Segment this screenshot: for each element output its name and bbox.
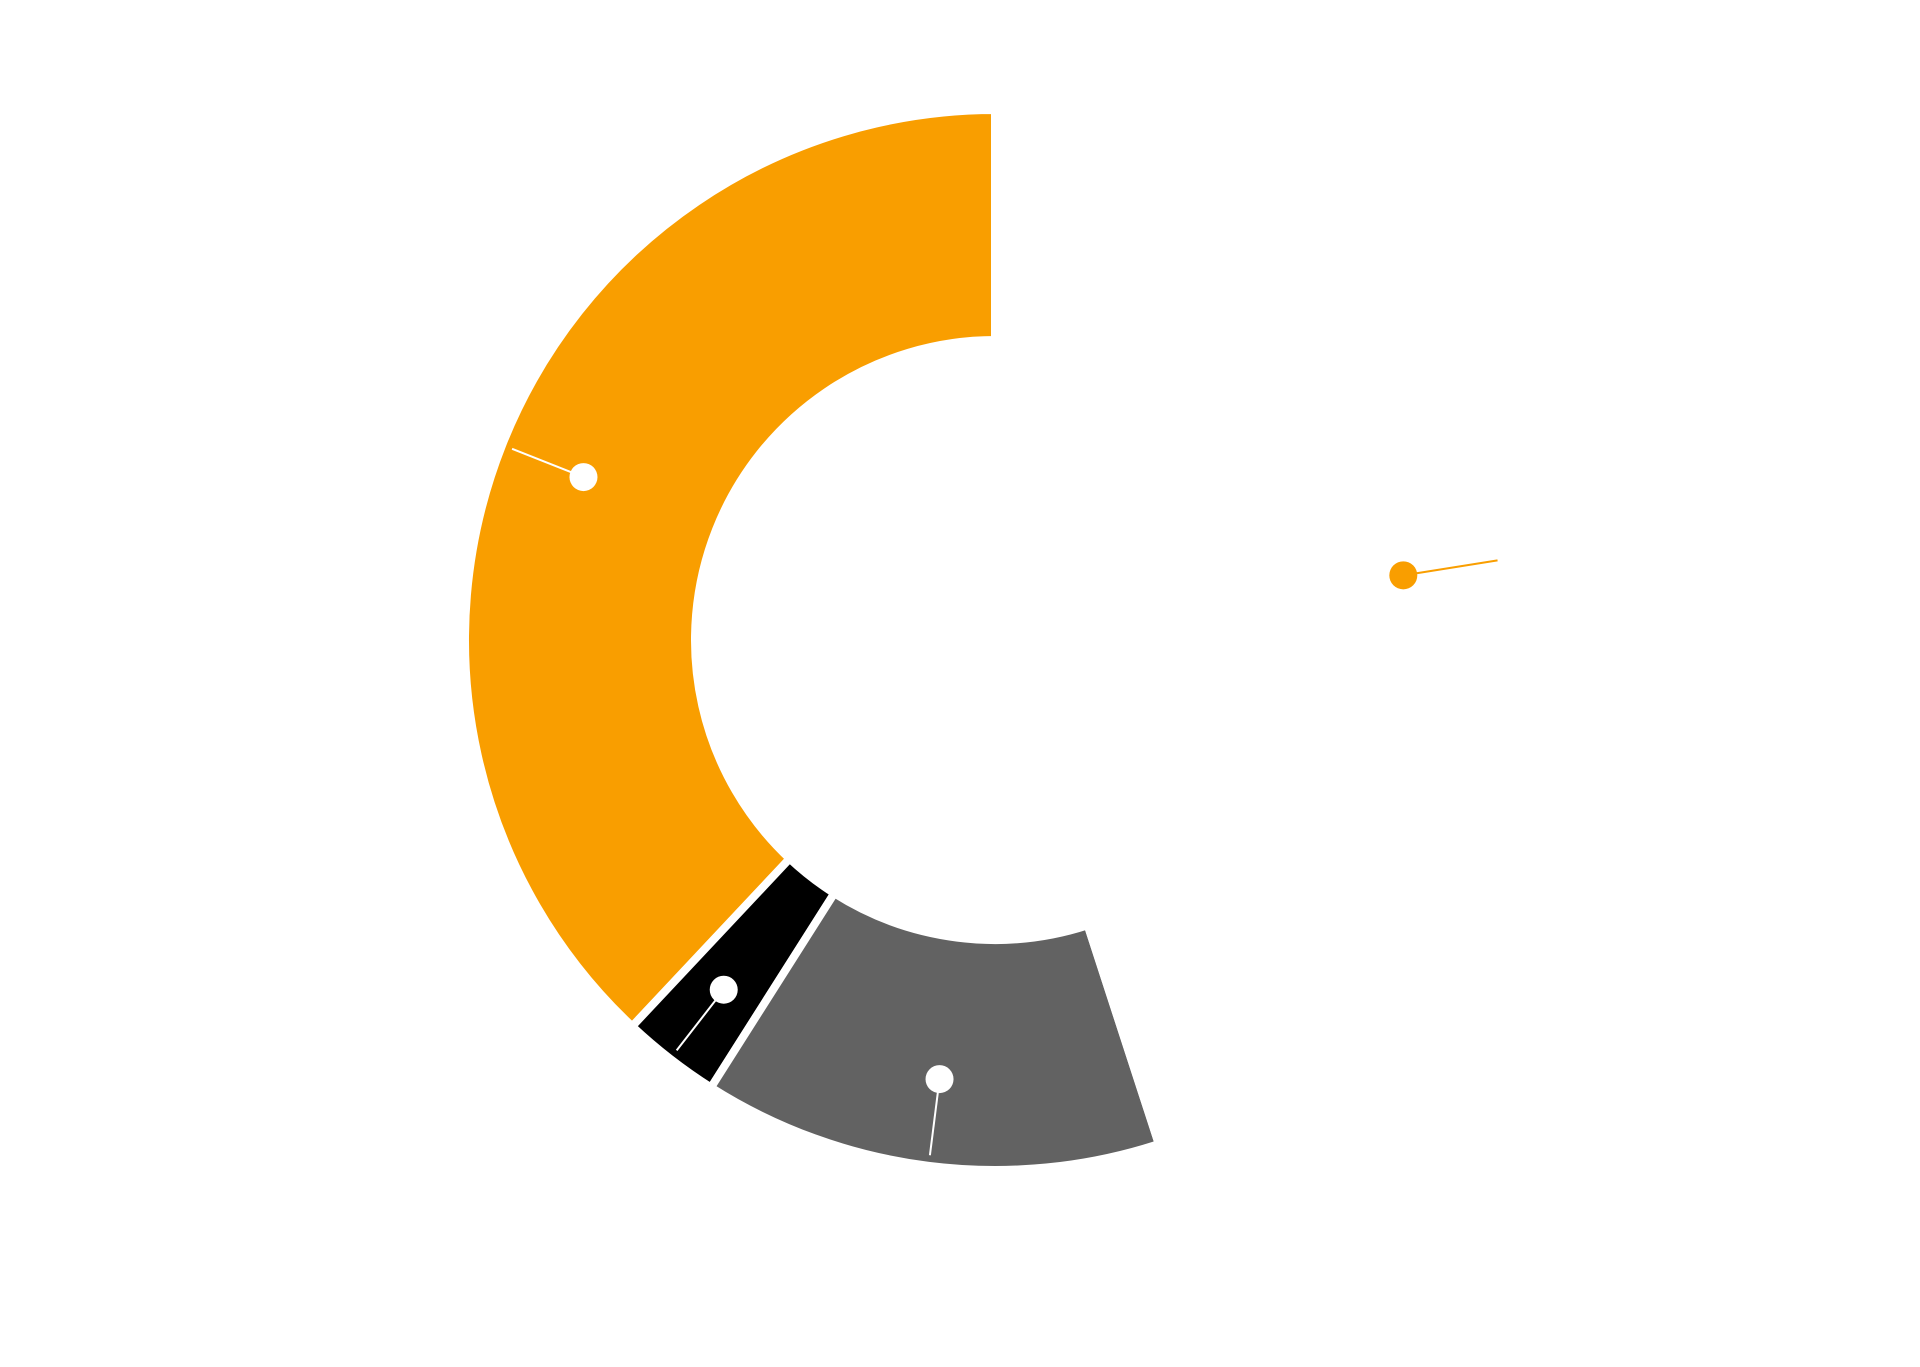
- callout-marker-1: [569, 463, 598, 492]
- slices-layer: [461, 105, 1529, 1174]
- callout-marker-3: [925, 1065, 954, 1094]
- donut-slice-4: [991, 105, 1529, 1150]
- donut-slice-1: [461, 105, 999, 1033]
- callout-line-4: [1403, 559, 1498, 577]
- callouts-layer: [511, 447, 1498, 1156]
- donut-slice-3: [705, 887, 1164, 1174]
- callout-marker-4: [1389, 561, 1418, 590]
- callout-marker-2: [709, 975, 738, 1004]
